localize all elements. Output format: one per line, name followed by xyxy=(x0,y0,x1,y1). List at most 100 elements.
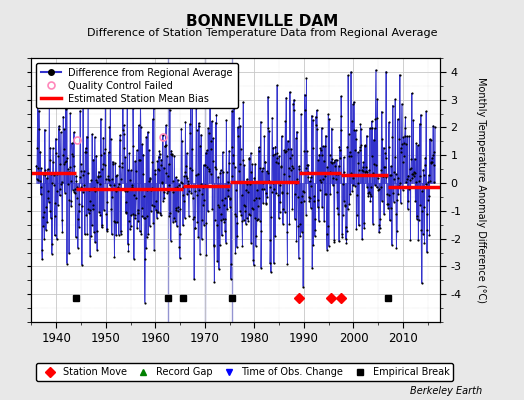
Point xyxy=(337,230,346,237)
Point xyxy=(284,146,292,152)
Point xyxy=(133,225,141,231)
Point xyxy=(318,125,326,131)
Point xyxy=(368,124,377,131)
Point xyxy=(394,191,402,197)
Point xyxy=(165,213,173,219)
Point xyxy=(148,184,156,191)
Point xyxy=(153,158,161,165)
Point xyxy=(416,173,424,179)
Point xyxy=(88,222,96,228)
Point xyxy=(109,161,117,167)
Point xyxy=(404,198,412,204)
Point xyxy=(96,116,105,122)
Point xyxy=(360,225,368,232)
Point xyxy=(79,88,87,94)
Point xyxy=(394,174,402,181)
Point xyxy=(235,168,243,174)
Legend: Difference from Regional Average, Quality Control Failed, Estimated Station Mean: Difference from Regional Average, Qualit… xyxy=(36,63,238,108)
Point xyxy=(34,164,42,171)
Point xyxy=(253,217,261,224)
Point xyxy=(299,188,307,194)
Point xyxy=(128,211,137,218)
Point xyxy=(371,116,379,122)
Point xyxy=(408,90,416,97)
Point xyxy=(374,174,382,181)
Point xyxy=(174,182,183,188)
Point xyxy=(209,158,217,164)
Point xyxy=(367,118,376,124)
Point xyxy=(367,192,375,199)
Point xyxy=(386,172,395,179)
Point xyxy=(347,68,355,75)
Point xyxy=(317,179,325,186)
Point xyxy=(46,157,54,163)
Point xyxy=(48,180,57,186)
Point xyxy=(303,168,312,175)
Point xyxy=(67,203,75,209)
Point xyxy=(268,152,277,158)
Point xyxy=(133,206,141,213)
Point xyxy=(413,184,421,191)
Point xyxy=(141,215,149,221)
Point xyxy=(391,171,400,178)
Point xyxy=(123,93,132,100)
Point xyxy=(342,224,350,230)
Point xyxy=(63,154,72,161)
Point xyxy=(314,197,322,204)
Point xyxy=(253,187,261,193)
Point xyxy=(190,214,198,220)
Point xyxy=(202,220,210,226)
Point xyxy=(312,113,320,120)
Point xyxy=(297,169,305,175)
Point xyxy=(171,205,180,212)
Point xyxy=(224,187,232,193)
Point xyxy=(211,216,219,223)
Point xyxy=(92,152,101,159)
Point xyxy=(143,234,151,240)
Point xyxy=(119,126,127,133)
Point xyxy=(340,198,348,204)
Point xyxy=(329,182,337,188)
Point xyxy=(156,151,164,158)
Point xyxy=(234,133,243,139)
Point xyxy=(150,247,158,254)
Point xyxy=(32,176,41,182)
Point xyxy=(67,178,75,184)
Point xyxy=(75,201,83,207)
Point xyxy=(46,208,54,214)
Point xyxy=(287,166,295,173)
Point xyxy=(388,134,397,140)
Point xyxy=(83,133,91,140)
Point xyxy=(394,116,402,122)
Point xyxy=(375,222,384,228)
Point xyxy=(429,122,438,129)
Point xyxy=(367,184,375,190)
Point xyxy=(237,192,246,198)
Point xyxy=(257,228,266,234)
Point xyxy=(62,102,71,109)
Point xyxy=(355,222,363,228)
Point xyxy=(147,187,155,194)
Point xyxy=(202,252,211,258)
Point xyxy=(271,144,280,150)
Point xyxy=(293,176,301,182)
Point xyxy=(352,226,361,232)
Point xyxy=(141,256,149,262)
Point xyxy=(86,198,95,204)
Point xyxy=(152,198,160,204)
Point xyxy=(307,204,315,211)
Point xyxy=(269,260,278,266)
Point xyxy=(294,222,302,229)
Point xyxy=(110,253,118,260)
Point xyxy=(166,210,174,216)
Point xyxy=(127,167,135,174)
Point xyxy=(356,121,365,128)
Point xyxy=(155,154,163,160)
Point xyxy=(137,212,146,219)
Point xyxy=(220,218,228,225)
Point xyxy=(151,171,159,177)
Point xyxy=(387,163,395,169)
Point xyxy=(159,132,167,138)
Point xyxy=(344,131,353,137)
Point xyxy=(302,212,310,218)
